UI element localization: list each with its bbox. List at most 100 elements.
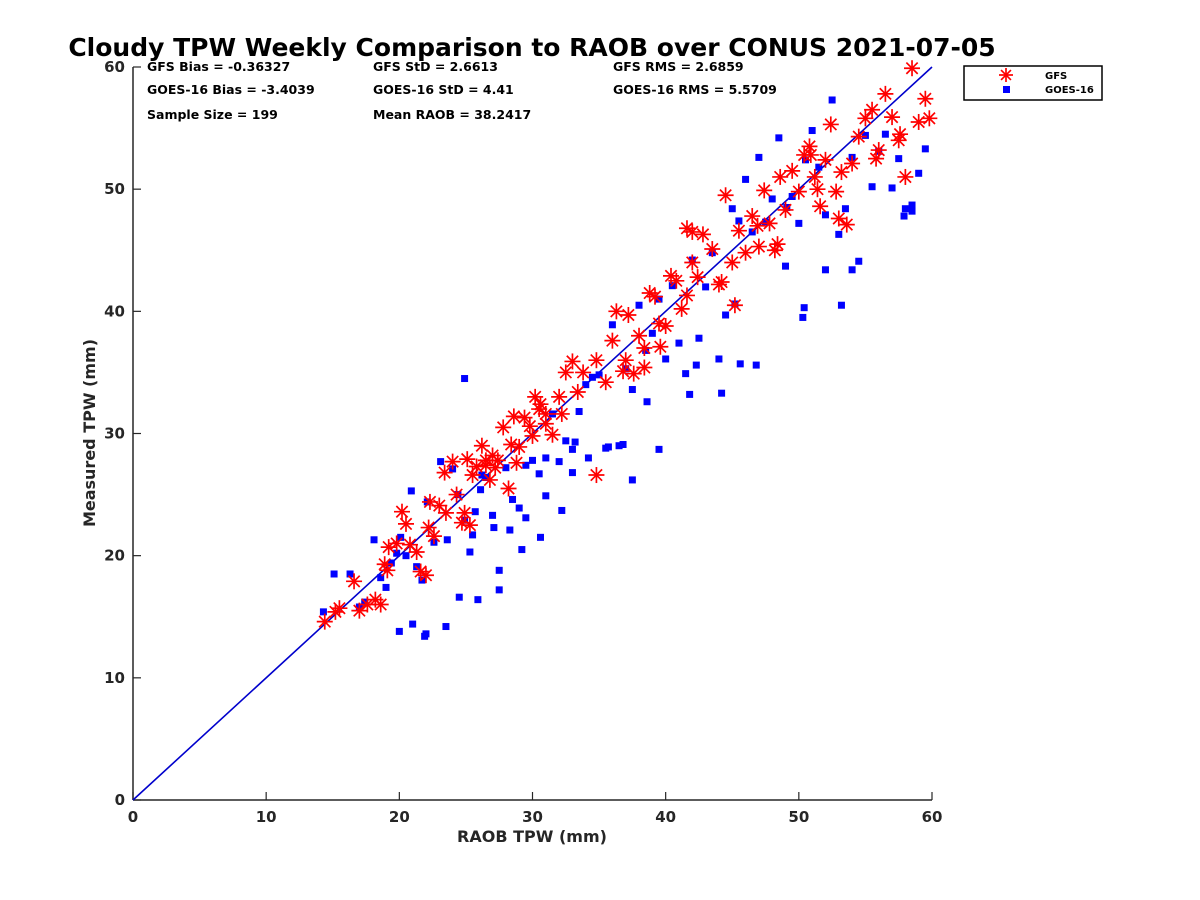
gfs-point [694,226,711,243]
goes16-point [752,361,760,369]
gfs-point [756,182,773,199]
gfs-point [437,504,454,521]
gfs-bias-stat: GFS Bias = -0.36327 [147,59,290,74]
goes16-point [643,398,651,406]
goes16-point [821,211,829,219]
goes16-point [506,526,514,534]
gfs-series [316,60,938,630]
gfs-point [769,236,786,253]
gfs-point [508,454,525,471]
goes16-point [855,257,863,265]
goes16-point [495,566,503,574]
statistics-annotations: GFS Bias = -0.36327 GFS StD = 2.6613 GFS… [147,59,777,122]
gfs-point [487,459,504,476]
goes16-point [799,313,807,321]
goes16-bias-stat: GOES-16 Bias = -3.4039 [147,82,315,97]
gfs-point [868,150,885,167]
goes16-point [900,212,908,220]
goes16-point [509,495,517,503]
goes16-point [795,219,803,227]
goes16-point [502,464,510,472]
goes16-point [370,536,378,544]
goes16-point [908,201,916,209]
goes16-point [582,381,590,389]
goes16-point [518,546,526,554]
gfs-point [917,90,934,107]
goes16-point [319,608,327,616]
gfs-point [531,401,548,418]
plot-area: 0 10 20 30 40 50 60 0 10 20 30 40 50 60 [104,58,942,826]
gfs-point [481,471,498,488]
goes16-point [686,390,694,398]
goes16-point [682,370,690,378]
gfs-point [809,181,826,198]
x-tick-label: 10 [256,808,277,826]
gfs-point [897,168,914,185]
goes16-point [662,355,670,363]
gfs-point [503,436,520,453]
gfs-point [569,383,586,400]
goes16-point [474,596,482,604]
gfs-point [717,187,734,204]
gfs-point [892,126,909,143]
goes16-point [377,574,385,582]
gfs-point [673,300,690,317]
goes16-point [490,524,498,532]
goes16-point [828,96,836,104]
gfs-point [833,164,850,181]
gfs-point [408,544,425,561]
y-tick-label: 30 [104,425,125,443]
goes16-point [382,583,390,591]
goes16-point [895,155,903,163]
gfs-point [537,415,554,432]
goes16-point [881,130,889,138]
goes16-point [395,627,403,635]
goes16-point [736,360,744,368]
gfs-point [417,567,434,584]
y-tick-label: 50 [104,180,125,198]
goes16-point [800,304,808,312]
y-tick-label: 10 [104,669,125,687]
goes16-point [861,131,869,139]
goes16-point [841,205,849,213]
goes16-point [495,586,503,594]
gfs-point [713,274,730,291]
gfs-point [575,364,592,381]
goes16-point [615,442,623,450]
goes16-point [407,487,415,495]
goes16-point [788,192,796,200]
goes16-point [915,169,923,177]
gfs-point [453,514,470,531]
goes16-point [489,511,497,519]
gfs-point [684,254,701,271]
gfs-point [461,517,478,534]
x-tick-label: 0 [128,808,138,826]
gfs-point [397,515,414,532]
goes16-std-stat: GOES-16 StD = 4.41 [373,82,514,97]
gfs-point [393,503,410,520]
goes16-point [393,549,401,557]
goes16-point [848,266,856,274]
gfs-point [737,244,754,261]
goes16-point [588,373,596,381]
goes16-point [655,445,663,453]
x-tick-label: 60 [922,808,943,826]
goes16-point [571,438,579,446]
y-axis-label: Measured TPW (mm) [80,339,99,527]
goes16-point [808,127,816,135]
gfs-point [477,457,494,474]
gfs-rms-stat: GFS RMS = 2.6859 [613,59,744,74]
goes16-point [402,552,410,560]
gfs-point [444,453,461,470]
gfs-point [346,573,363,590]
goes16-point [901,205,909,213]
goes16-point [562,437,570,445]
gfs-point [620,306,637,323]
gfs-point [473,437,490,454]
gfs-point [910,113,927,130]
goes16-point [482,473,490,481]
gfs-point [456,504,473,521]
x-tick-label: 20 [389,808,410,826]
gfs-point [730,222,747,239]
